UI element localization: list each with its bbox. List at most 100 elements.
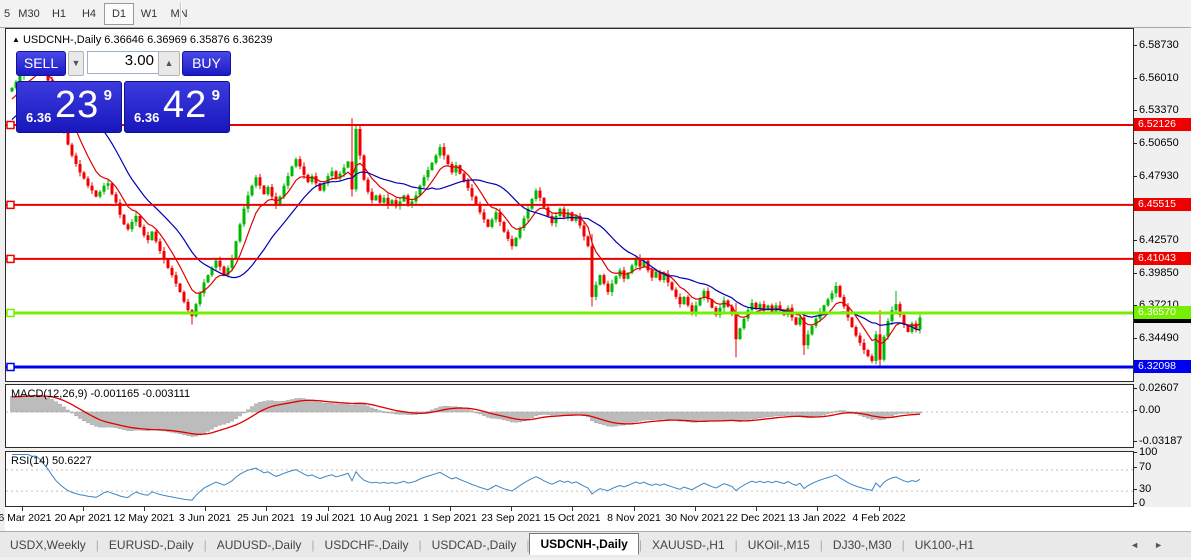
price-tick — [1133, 78, 1137, 79]
macd-histogram — [10, 395, 922, 437]
tab-separator: | — [418, 537, 422, 552]
tab-separator: | — [819, 537, 823, 552]
date-tick-label: 19 Jul 2021 — [300, 512, 356, 524]
macd-tick-label: -0.03187 — [1139, 435, 1183, 447]
date-tick-label: 12 May 2021 — [113, 512, 175, 524]
chart-tab-dj30-[interactable]: DJ30-,M30 — [832, 537, 892, 552]
buy-price-prefix: 6.36 — [134, 110, 160, 125]
chart-tab-usdcad-[interactable]: USDCAD-,Daily — [431, 537, 517, 552]
chart-tab-bar: ◄ ► USDX,Weekly | EURUSD-,Daily | AUDUSD-,Da… — [0, 531, 1191, 557]
chart-tab-usdx[interactable]: USDX,Weekly — [10, 537, 86, 552]
level-anchor-icon — [6, 308, 15, 318]
level-lines — [6, 120, 1133, 372]
macd-indicator-pane[interactable]: MACD(12,26,9) -0.001165 -0.003111 — [5, 384, 1134, 448]
tab-separator: | — [203, 537, 207, 552]
level-anchor-icon — [6, 120, 15, 130]
timeframe-toolbar: 5 M30 H1 H4 D1 W1 MN — [0, 0, 1191, 28]
price-tick — [1133, 110, 1137, 111]
buy-price-big: 42 — [163, 84, 208, 126]
toolbar-separator — [180, 2, 182, 25]
buy-price-sup: 9 — [211, 87, 220, 104]
date-tick — [511, 507, 512, 511]
price-badge: 6.41043 — [1134, 252, 1191, 265]
price-tick — [1133, 45, 1137, 46]
chart-symbol-label: USDCNH-,Daily — [22, 34, 102, 46]
volume-decrease-button[interactable]: ▼ — [68, 51, 84, 76]
date-tick-label: 30 Nov 2021 — [665, 512, 725, 524]
macd-tick — [1133, 441, 1137, 442]
price-tick-label: 6.53370 — [1139, 104, 1179, 116]
level-anchor-icon — [6, 200, 15, 210]
date-tick — [817, 507, 818, 511]
price-tick-label: 6.56010 — [1139, 72, 1179, 84]
macd-label: MACD(12,26,9) -0.001165 -0.003111 — [11, 388, 191, 400]
sell-price-button[interactable]: 6.36 23 9 — [16, 81, 122, 133]
rsi-label: RSI(14) 50.6227 — [11, 455, 92, 467]
date-tick-label: 15 Oct 2021 — [543, 512, 601, 524]
date-tick-label: 4 Feb 2022 — [852, 512, 906, 524]
date-tick-label: 23 Sep 2021 — [481, 512, 541, 524]
chart-tab-audusd-[interactable]: AUDUSD-,Daily — [216, 537, 302, 552]
timeframe-button-5[interactable]: 5 — [3, 7, 11, 20]
price-tick-label: 6.50650 — [1139, 137, 1179, 149]
rsi-tick-label: 70 — [1139, 461, 1152, 473]
level-anchor-icon — [6, 362, 15, 372]
date-tick — [83, 507, 84, 511]
price-tick — [1133, 143, 1137, 144]
timeframe-button-d1[interactable]: D1 — [104, 2, 134, 25]
tab-scroll-right-icon[interactable]: ► — [1154, 540, 1163, 550]
date-tick-label: 26 Mar 2021 — [0, 512, 52, 524]
chart-tab-uk100-[interactable]: UK100-,H1 — [914, 537, 975, 552]
chart-title: ▲ USDCNH-,Daily 6.36646 6.36969 6.35876 … — [12, 34, 273, 46]
chart-tab-ukoil-[interactable]: UKOil-,M15 — [747, 537, 810, 552]
chart-tab-xauusd-[interactable]: XAUUSD-,H1 — [651, 537, 725, 552]
chart-tab-eurusd-[interactable]: EURUSD-,Daily — [108, 537, 194, 552]
candlestick-chart[interactable] — [6, 29, 1133, 381]
rsi-indicator-pane[interactable]: RSI(14) 50.6227 — [5, 451, 1134, 507]
price-tick-label: 6.42570 — [1139, 234, 1179, 246]
timeframe-button-h1[interactable]: H1 — [51, 7, 67, 20]
spinner-down-icon: ▼ — [71, 58, 81, 68]
tab-separator: | — [95, 537, 99, 552]
macd-tick-label: 0.02607 — [1139, 382, 1179, 394]
price-tick-label: 6.39850 — [1139, 267, 1179, 279]
timeframe-button-mn[interactable]: MN — [170, 7, 188, 20]
rsi-tick — [1133, 452, 1137, 453]
price-badge: 6.36570 — [1134, 306, 1191, 319]
date-tick — [144, 507, 145, 511]
price-badge: 6.52126 — [1134, 118, 1191, 131]
date-tick — [572, 507, 573, 511]
rsi-tick — [1133, 467, 1137, 468]
collapse-panel-icon[interactable]: ▲ — [12, 35, 20, 44]
date-tick — [266, 507, 267, 511]
date-tick — [634, 507, 635, 511]
tab-scroll-left-icon[interactable]: ◄ — [1130, 540, 1139, 550]
rsi-tick — [1133, 503, 1137, 504]
price-tick-label: 6.47930 — [1139, 170, 1179, 182]
date-tick — [328, 507, 329, 511]
volume-increase-button[interactable]: ▲ — [158, 51, 180, 76]
timeframe-button-m30[interactable]: M30 — [18, 7, 40, 20]
buy-button[interactable]: BUY — [182, 51, 231, 76]
sell-button[interactable]: SELL — [16, 51, 66, 76]
date-tick — [450, 507, 451, 511]
date-tick-label: 8 Nov 2021 — [607, 512, 661, 524]
price-chart-pane[interactable]: ▲ USDCNH-,Daily 6.36646 6.36969 6.35876 … — [5, 28, 1134, 382]
chart-tab-usdchf-[interactable]: USDCHF-,Daily — [324, 537, 409, 552]
rsi-tick-label: 100 — [1139, 446, 1158, 458]
chart-tab-usdcnh-[interactable]: USDCNH-,Daily — [529, 533, 639, 555]
date-tick-label: 20 Apr 2021 — [54, 512, 112, 524]
date-tick — [22, 507, 23, 511]
macd-tick — [1133, 388, 1137, 389]
ma-slow-line — [11, 86, 921, 331]
sell-price-big: 23 — [55, 84, 100, 126]
timeframe-button-w1[interactable]: W1 — [140, 7, 158, 20]
timeframe-button-h4[interactable]: H4 — [81, 7, 97, 20]
level-anchor-icon — [6, 254, 15, 264]
macd-signal-line — [11, 395, 921, 435]
price-tick — [1133, 305, 1137, 306]
sell-price-prefix: 6.36 — [26, 110, 52, 125]
volume-input[interactable]: 3.00 — [87, 51, 161, 74]
buy-price-button[interactable]: 6.36 42 9 — [124, 81, 230, 133]
